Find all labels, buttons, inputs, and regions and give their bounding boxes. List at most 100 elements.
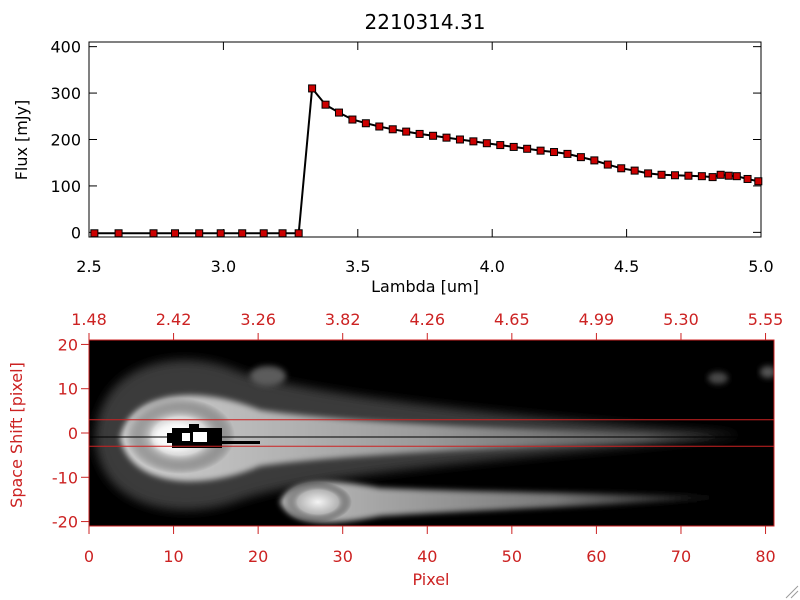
x-tick-label: 4.0 [479,257,504,276]
data-point [576,153,585,162]
data-point [361,119,370,128]
resize-grip-icon[interactable] [785,585,799,599]
data-point [754,177,763,186]
image-x-label: Pixel [412,570,449,589]
top-tick-label: 5.30 [663,310,699,329]
top-tick-label: 3.26 [240,310,276,329]
data-point [697,172,706,181]
data-point [603,160,612,169]
x-tick-label: 50 [502,547,522,566]
data-point [308,84,317,93]
data-point [523,144,532,153]
data-point [238,229,247,238]
data-point [716,170,725,179]
y-tick-label: -10 [52,468,78,487]
top-tick-label: 4.99 [579,310,615,329]
spectrum-y-label: Flux [mJy] [12,100,31,181]
data-point [388,125,397,134]
extraction-aperture [89,419,774,447]
data-point [402,127,411,136]
spectrum-x-label: Lambda [um] [371,277,479,296]
secondary-trace-body [280,481,735,523]
x-tick-label: 10 [163,547,183,566]
data-point [536,146,545,155]
data-point [348,115,357,124]
spectrum-y-ticks: 0 100 200 300 400 [50,38,761,242]
y-tick-label: 20 [58,335,78,354]
image-top-ticks: 1.48 2.42 3.26 3.82 4.26 4.65 4.99 5.30 5.55 [71,310,783,340]
y-tick-label: 0 [71,223,81,242]
data-point [216,229,225,238]
top-tick-label: 5.55 [748,310,784,329]
y-tick-label: 400 [50,38,81,57]
data-point [657,170,666,179]
data-point [278,229,287,238]
data-point [334,108,343,117]
spectrum-frame [88,41,762,238]
top-tick-label: 2.42 [156,310,192,329]
faint-blob [708,372,728,384]
spectrum-line [94,85,759,235]
data-point [590,156,599,165]
data-point [469,137,478,146]
top-tick-label: 4.65 [494,310,530,329]
x-tick-label: 2.5 [76,257,101,276]
image-x-ticks: 0 10 20 30 40 50 60 70 80 [84,526,776,566]
data-point [644,169,653,178]
spectrum-x-ticks: 2.5 3.0 3.5 4.0 4.5 5.0 [76,42,774,276]
top-tick-label: 3.82 [325,310,361,329]
data-point [171,229,180,238]
data-point [670,171,679,180]
x-tick-label: 5.0 [748,257,773,276]
spectral-image: 0 10 20 30 40 50 60 70 80 1.48 2.42 3.26 3.82 4.26 4.… [52,310,783,566]
data-point [708,173,717,182]
data-point [743,174,752,183]
x-tick-label: 70 [671,547,691,566]
image-y-label: Space Shift [pixel] [7,362,26,508]
data-point [482,139,491,148]
data-point [442,133,451,142]
top-tick-label: 1.48 [71,310,107,329]
y-tick-label: 100 [50,177,81,196]
x-tick-label: 80 [755,547,775,566]
saturation-marker [167,424,260,448]
y-tick-label: 0 [68,424,78,443]
data-point [294,229,303,238]
x-tick-label: 3.0 [211,257,236,276]
image-y-ticks: 20 10 0 -10 -20 [52,335,89,532]
data-point [149,229,158,238]
image-emission [89,359,774,523]
data-point [550,148,559,157]
x-tick-label: 40 [417,547,437,566]
data-point [496,141,505,150]
data-point [415,129,424,138]
data-point [90,229,99,238]
top-tick-label: 4.26 [409,310,445,329]
y-tick-label: 10 [58,380,78,399]
y-tick-label: -20 [52,513,78,532]
x-tick-label: 0 [84,547,94,566]
spectrum-markers [90,84,763,238]
data-point [563,149,572,158]
y-tick-label: 300 [50,84,81,103]
data-point [195,229,204,238]
data-point [684,171,693,180]
faint-blob [760,366,774,378]
y-tick-label: 200 [50,131,81,150]
secondary-source-core [284,482,352,522]
data-point [375,122,384,131]
data-point [509,142,518,151]
primary-trace-body [120,395,735,482]
spectrum-axes: 2.5 3.0 3.5 4.0 4.5 5.0 0 100 200 300 400 [50,38,773,276]
data-point [455,135,464,144]
chart-title: 2210314.31 [365,10,486,34]
data-point [259,229,268,238]
data-point [617,164,626,173]
data-point [732,172,741,181]
data-point [429,131,438,140]
x-tick-label: 20 [248,547,268,566]
x-tick-label: 4.5 [614,257,639,276]
data-point [724,171,733,180]
faint-blob [250,366,286,386]
